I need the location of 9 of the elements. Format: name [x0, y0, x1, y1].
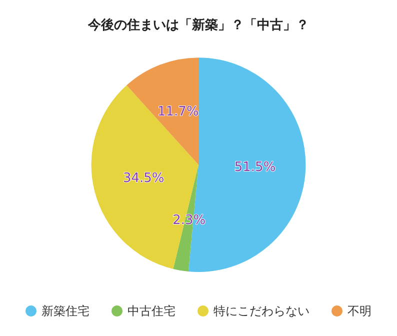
legend-label: 中古住宅	[128, 304, 176, 318]
data-label: 2.3%	[172, 213, 206, 228]
data-label: 51.5%	[234, 160, 276, 175]
data-label: 34.5%	[122, 171, 164, 186]
chart-title: 今後の住まいは「新築」？「中古」？	[87, 17, 309, 33]
legend-label: 不明	[348, 304, 372, 318]
legend-label: 新築住宅	[42, 304, 90, 318]
legend-label: 特にこだわらない	[214, 304, 310, 318]
data-label: 11.7%	[158, 104, 199, 120]
